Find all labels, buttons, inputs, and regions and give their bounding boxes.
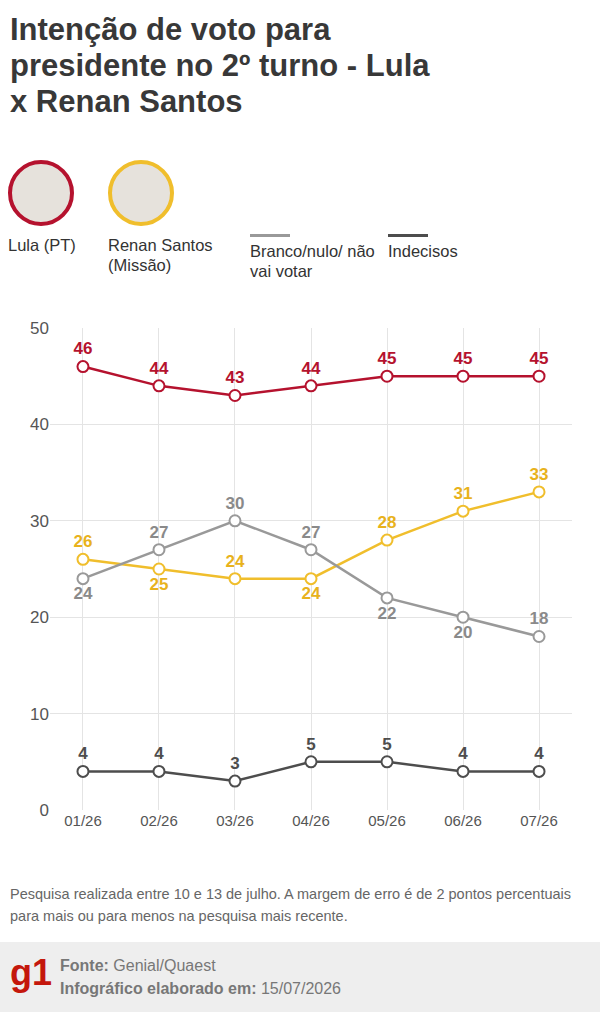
html-text:Lula (PT): Lula (PT)	[8, 236, 76, 254]
svg-text:45: 45	[454, 349, 473, 368]
svg-text:30: 30	[30, 512, 49, 531]
svg-text:28: 28	[378, 513, 397, 532]
svg-text:27: 27	[302, 523, 321, 542]
svg-text:5: 5	[382, 735, 391, 754]
html-text:Fonte: Genial/Quaest: Fonte: Genial/Quaest	[60, 957, 216, 974]
svg-text:18: 18	[530, 609, 549, 628]
svg-text:06/26: 06/26	[444, 812, 482, 829]
svg-text:04/26: 04/26	[292, 812, 330, 829]
svg-text:45: 45	[378, 349, 397, 368]
svg-text:25: 25	[150, 575, 169, 594]
svg-text:4: 4	[78, 744, 88, 763]
svg-text:30: 30	[226, 494, 245, 513]
svg-text:43: 43	[226, 368, 245, 387]
svg-text:24: 24	[74, 584, 93, 603]
svg-text:4: 4	[458, 744, 468, 763]
svg-text:44: 44	[302, 359, 321, 378]
svg-text:46: 46	[74, 339, 93, 358]
svg-text:20: 20	[30, 608, 49, 627]
svg-text:44: 44	[150, 359, 169, 378]
svg-text:07/26: 07/26	[520, 812, 558, 829]
html-text:Branco/nulo/ não vai votar: Branco/nulo/ não vai votar	[250, 242, 375, 280]
svg-text:4: 4	[534, 744, 544, 763]
svg-text:45: 45	[530, 349, 549, 368]
svg-text:20: 20	[454, 623, 473, 642]
html-text:Pesquisa realizada entre 10 e: Pesquisa realizada entre 10 e 13 de julh…	[10, 886, 571, 924]
svg-text:10: 10	[30, 705, 49, 724]
svg-text:33: 33	[530, 465, 549, 484]
html-text:Renan Santos (Missão): Renan Santos (Missão)	[108, 236, 213, 274]
svg-text:26: 26	[74, 532, 93, 551]
svg-text:5: 5	[306, 735, 315, 754]
svg-text:40: 40	[30, 415, 49, 434]
html-text:Infográfico elaborado em: 15/0: Infográfico elaborado em: 15/07/2026	[60, 980, 341, 998]
svg-text:31: 31	[454, 484, 473, 503]
svg-text:0: 0	[40, 801, 49, 820]
svg-text:03/26: 03/26	[216, 812, 254, 829]
svg-text:3: 3	[230, 754, 239, 773]
svg-text:05/26: 05/26	[368, 812, 406, 829]
svg-text:24: 24	[302, 584, 321, 603]
svg-text:24: 24	[226, 552, 245, 571]
svg-text:01/26: 01/26	[64, 812, 102, 829]
svg-text:02/26: 02/26	[140, 812, 178, 829]
svg-text:22: 22	[378, 604, 397, 623]
svg-text:50: 50	[30, 319, 49, 338]
html-text:Indecisos: Indecisos	[388, 242, 458, 260]
html-text:Intenção de voto para presiden: Intenção de voto para presidente no 2º t…	[10, 12, 430, 119]
svg-text:27: 27	[150, 523, 169, 542]
svg-text:4: 4	[154, 744, 164, 763]
html-text:g1: g1	[10, 952, 52, 993]
